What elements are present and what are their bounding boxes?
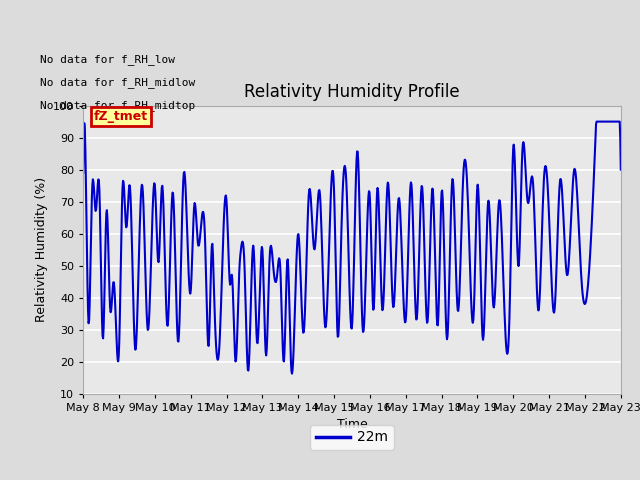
- Y-axis label: Relativity Humidity (%): Relativity Humidity (%): [35, 177, 47, 322]
- Title: Relativity Humidity Profile: Relativity Humidity Profile: [244, 83, 460, 101]
- X-axis label: Time: Time: [337, 418, 367, 431]
- Text: No data for f_RH_midlow: No data for f_RH_midlow: [40, 77, 195, 88]
- Text: No data for f_RH_midtop: No data for f_RH_midtop: [40, 100, 195, 111]
- Text: fZ_tmet: fZ_tmet: [94, 110, 148, 123]
- Legend: 22m: 22m: [310, 425, 394, 450]
- Text: No data for f_RH_low: No data for f_RH_low: [40, 54, 175, 65]
